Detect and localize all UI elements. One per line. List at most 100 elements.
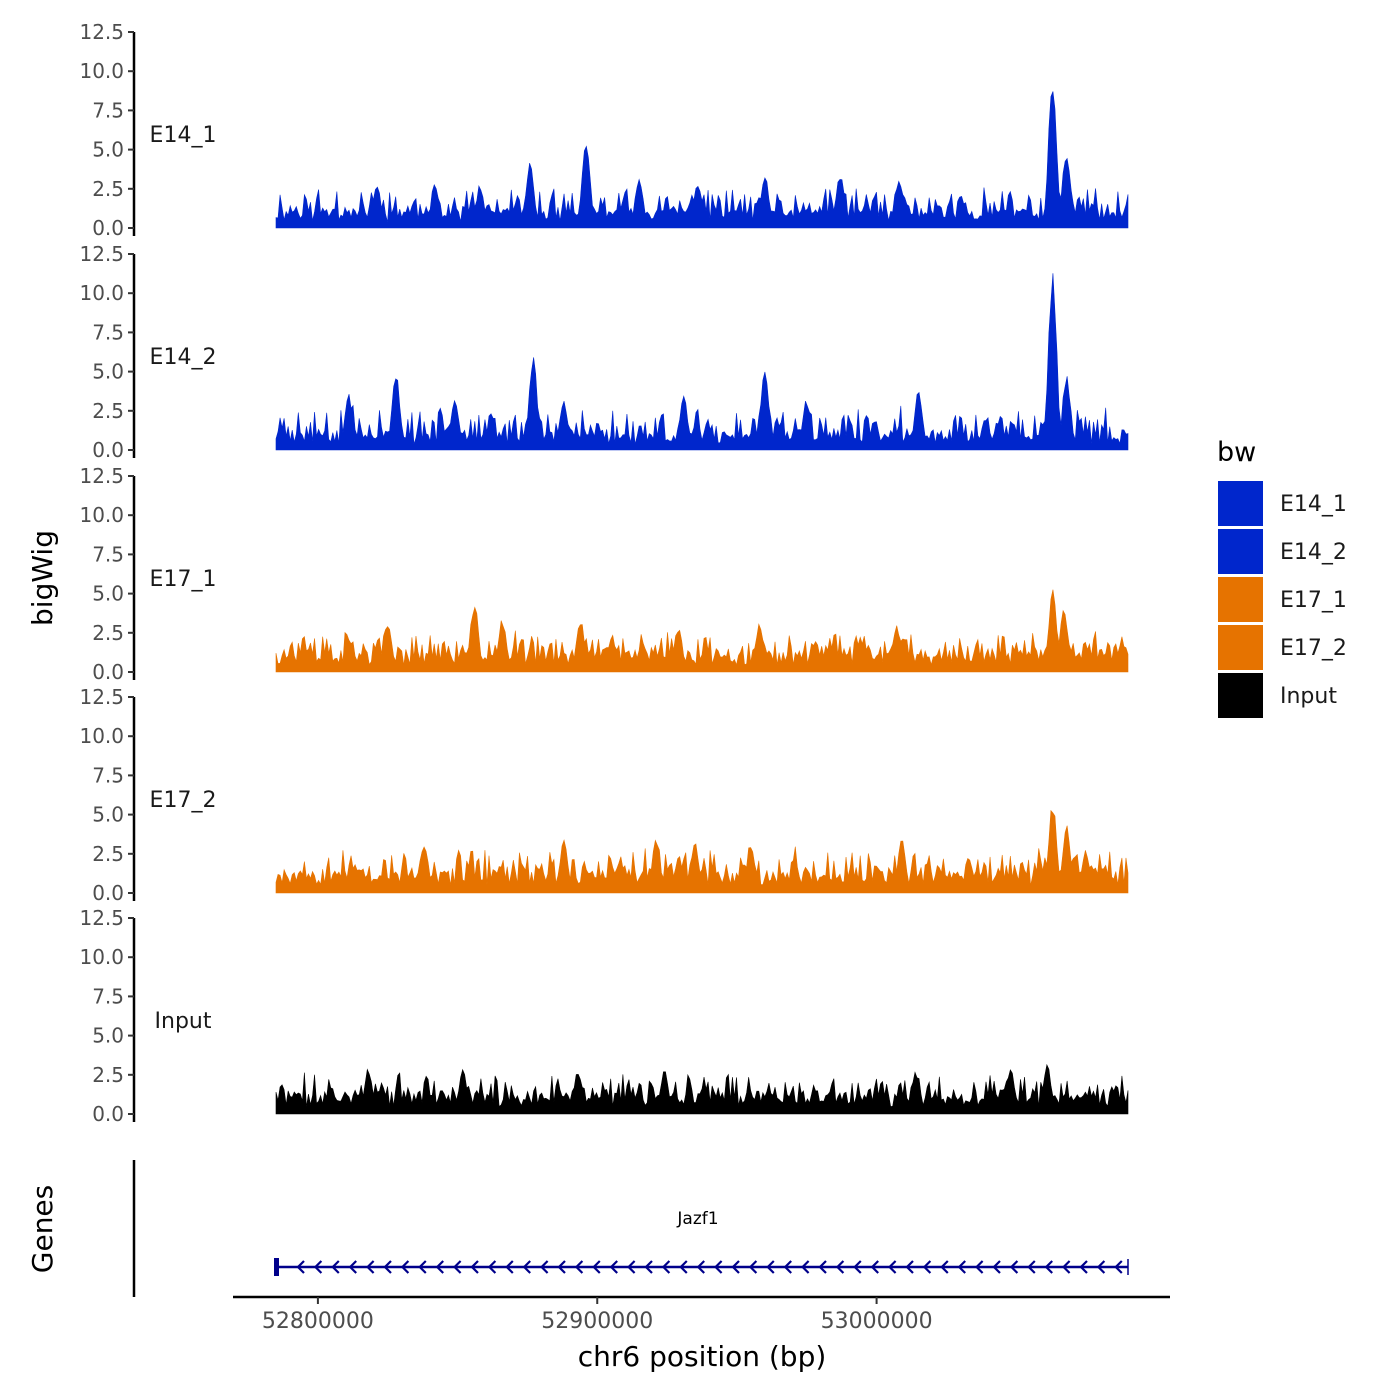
y-tick-label: 2.5 — [92, 399, 124, 423]
strand-arrow — [313, 1260, 323, 1274]
strand-arrow — [627, 1260, 636, 1274]
y-tick-label: 12.5 — [79, 20, 124, 44]
strand-arrow — [557, 1260, 566, 1274]
signal-area — [275, 1063, 1129, 1115]
strand-arrow — [592, 1260, 601, 1274]
track-e17_2: 0.0 2.5 5.0 7.5 10.0 12.5 E17_2 — [79, 685, 1129, 905]
y-tick-label: 7.5 — [92, 320, 124, 344]
strand-arrow — [731, 1260, 740, 1274]
legend-swatch — [1218, 577, 1263, 622]
y-tick-label: 10.0 — [79, 503, 124, 527]
signal-area — [275, 809, 1129, 894]
x-axis-title: chr6 position (bp) — [578, 1340, 827, 1373]
legend-label: Input — [1280, 684, 1337, 709]
strand-arrow — [922, 1260, 932, 1274]
y-tick-label: 12.5 — [79, 242, 124, 266]
y-tick-label: 12.5 — [79, 464, 124, 488]
strand-arrow — [453, 1260, 462, 1274]
strand-arrow — [644, 1260, 653, 1274]
y-tick-label: 5.0 — [92, 360, 124, 384]
strand-arrow — [835, 1260, 845, 1274]
strand-arrow — [696, 1260, 705, 1274]
y-tick-label: 2.5 — [92, 1063, 124, 1087]
x-axis: 52800000 52900000 53000000 — [233, 1295, 1170, 1334]
legend-swatch — [1218, 481, 1263, 526]
track-e14_2: 0.0 2.5 5.0 7.5 10.0 12.5 E14_2 — [79, 242, 1129, 462]
y-tick-label: 0.0 — [92, 438, 124, 462]
y-tick-label: 7.5 — [92, 763, 124, 787]
strand-arrow — [348, 1260, 357, 1274]
legend-swatch — [1218, 529, 1263, 574]
strand-arrow — [400, 1260, 410, 1274]
legend-swatch — [1218, 625, 1263, 670]
track-label: E14_1 — [150, 123, 217, 148]
strand-arrow — [383, 1260, 392, 1274]
strand-arrow — [957, 1260, 966, 1274]
signal-area — [275, 589, 1129, 673]
bigwig-tracks: 0.0 2.5 5.0 7.5 10.0 12.5 E14_1 0.0 2.5 5.0 7.5 10.… — [79, 20, 1129, 1126]
genes-track-label: Genes — [26, 1185, 59, 1273]
y-tick-label: 0.0 — [92, 881, 124, 905]
strand-arrow — [870, 1260, 879, 1274]
track-label: E14_2 — [150, 345, 217, 370]
genes-track: Genes Jazf1 — [26, 1160, 1129, 1297]
strand-arrow — [1114, 1260, 1123, 1274]
x-tick-label: 52800000 — [262, 1309, 374, 1334]
strand-arrow — [992, 1260, 1001, 1274]
y-tick-label: 0.0 — [92, 216, 124, 240]
legend-label: E17_2 — [1280, 636, 1347, 661]
y-tick-label: 7.5 — [92, 542, 124, 566]
legend: bw E14_1 E14_2 E17_1 E17_2 Input — [1217, 437, 1347, 718]
y-tick-label: 10.0 — [79, 945, 124, 969]
y-tick-label: 10.0 — [79, 59, 124, 83]
strand-arrow — [1027, 1260, 1036, 1274]
strand-arrow — [470, 1260, 479, 1274]
strand-arrow — [574, 1260, 584, 1274]
strand-arrow — [331, 1260, 340, 1274]
strand-arrow — [1009, 1260, 1019, 1274]
track-label: E17_2 — [150, 788, 217, 813]
y-tick-label: 5.0 — [92, 138, 124, 162]
legend-label: E17_1 — [1280, 588, 1347, 613]
y-tick-label: 2.5 — [92, 177, 124, 201]
y-tick-label: 5.0 — [92, 582, 124, 606]
y-tick-label: 12.5 — [79, 906, 124, 930]
strand-arrow — [975, 1260, 984, 1274]
strand-arrow — [522, 1260, 531, 1274]
strand-arrow — [661, 1260, 671, 1274]
y-tick-label: 5.0 — [92, 803, 124, 827]
y-tick-label: 10.0 — [79, 724, 124, 748]
y-tick-label: 0.0 — [92, 660, 124, 684]
strand-arrow — [783, 1260, 792, 1274]
strand-arrow — [818, 1260, 827, 1274]
strand-arrow — [1062, 1260, 1071, 1274]
strand-arrow — [296, 1260, 305, 1274]
strand-arrow — [679, 1260, 688, 1274]
y-tick-label: 2.5 — [92, 842, 124, 866]
strand-arrow — [1096, 1260, 1106, 1274]
y-tick-label: 0.0 — [92, 1102, 124, 1126]
y-tick-label: 10.0 — [79, 281, 124, 305]
strand-arrow — [418, 1260, 427, 1274]
gene-name-label: Jazf1 — [676, 1209, 718, 1229]
strand-arrow — [1044, 1260, 1053, 1274]
strand-arrow — [609, 1260, 618, 1274]
y-tick-label: 2.5 — [92, 621, 124, 645]
track-label: Input — [155, 1009, 212, 1034]
y-tick-label: 12.5 — [79, 685, 124, 709]
track-e17_1: 0.0 2.5 5.0 7.5 10.0 12.5 E17_1 — [79, 464, 1129, 684]
x-tick-label: 52900000 — [541, 1309, 653, 1334]
y-tick-label: 7.5 — [92, 98, 124, 122]
strand-arrow — [888, 1260, 897, 1274]
x-tick-label: 53000000 — [821, 1309, 933, 1334]
strand-arrow — [714, 1260, 723, 1274]
strand-arrow — [487, 1260, 497, 1274]
track-e14_1: 0.0 2.5 5.0 7.5 10.0 12.5 E14_1 — [79, 20, 1129, 240]
track-input: 0.0 2.5 5.0 7.5 10.0 12.5 Input — [79, 906, 1129, 1126]
strand-arrow — [766, 1260, 775, 1274]
legend-title: bw — [1217, 437, 1256, 468]
strand-arrow — [905, 1260, 914, 1274]
y-tick-label: 7.5 — [92, 984, 124, 1008]
strand-arrow — [366, 1260, 375, 1274]
